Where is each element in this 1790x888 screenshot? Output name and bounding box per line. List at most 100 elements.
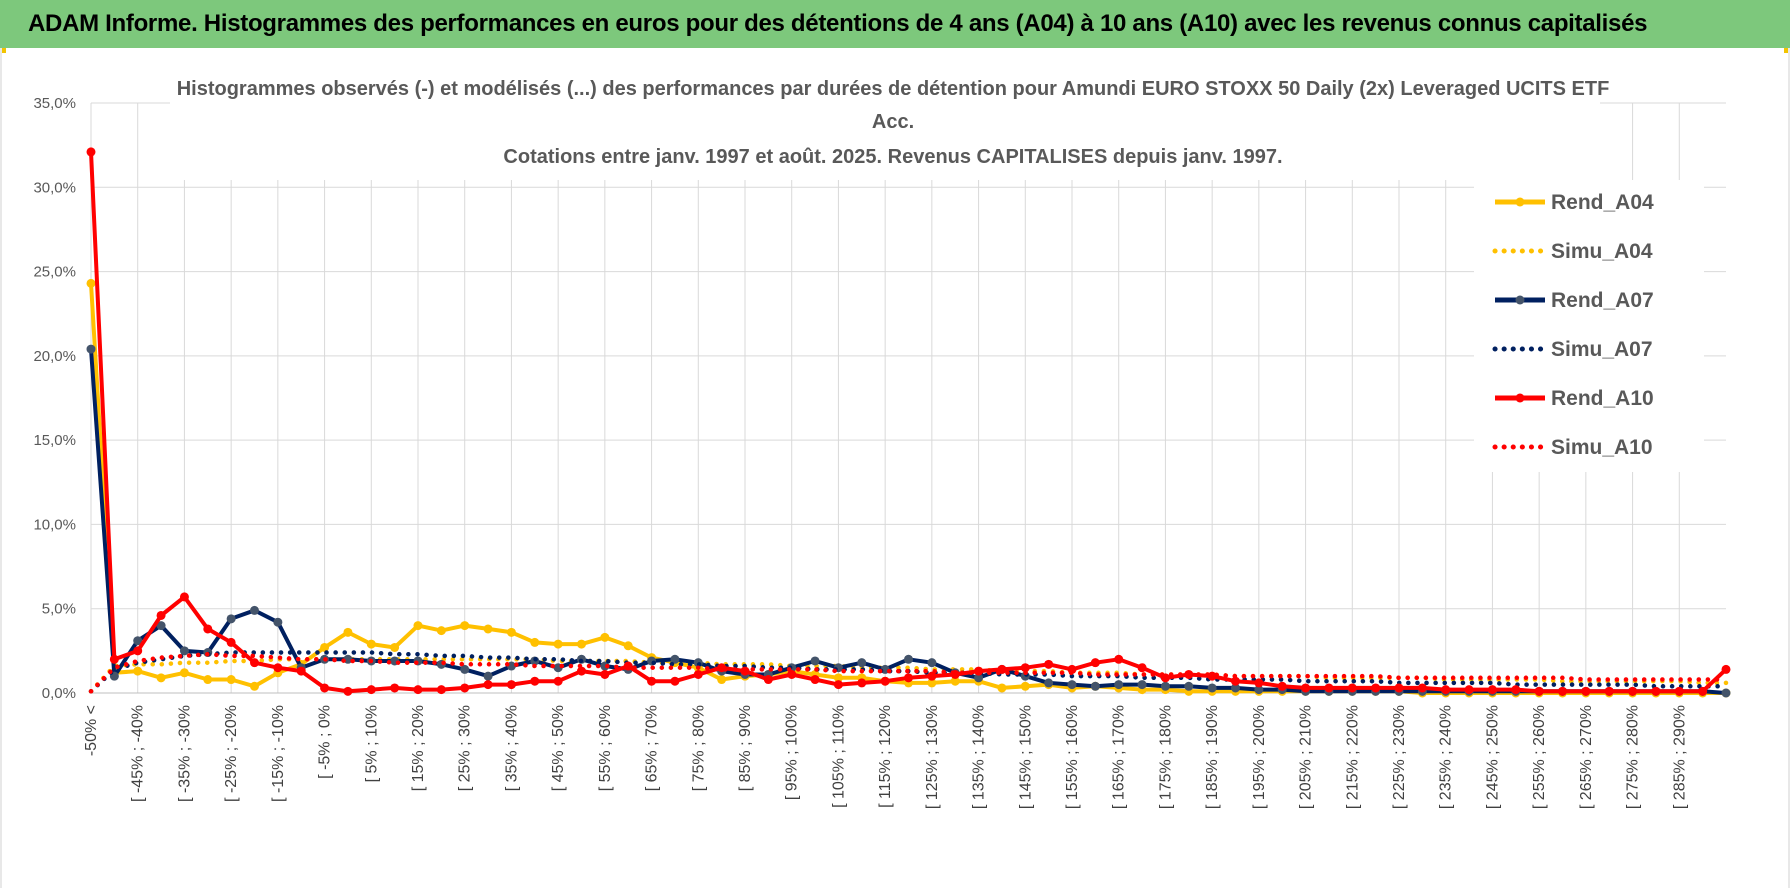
- data-point: [366, 685, 376, 695]
- data-point: [483, 624, 493, 634]
- data-point: [343, 627, 353, 637]
- data-point: [460, 621, 470, 631]
- data-point: [1721, 664, 1731, 674]
- data-point: [1067, 680, 1077, 690]
- data-point: [506, 627, 516, 637]
- data-point: [320, 642, 330, 652]
- x-tick-label: [ 15% ; 20%: [410, 705, 427, 791]
- data-point: [1044, 678, 1054, 688]
- data-point: [273, 617, 283, 627]
- data-point: [1137, 680, 1147, 690]
- data-point: [1417, 683, 1427, 693]
- data-point: [904, 673, 913, 683]
- legend-marker: [1515, 295, 1525, 305]
- legend-entry: Simu_A10: [1492, 436, 1653, 459]
- x-tick-label: [ 55% ; 60%: [597, 705, 614, 791]
- data-point: [577, 639, 586, 649]
- corner-mark: [1784, 48, 1790, 53]
- data-point: [413, 621, 423, 631]
- data-point: [226, 637, 236, 647]
- series-simu-a10: [88, 651, 1729, 694]
- data-point: [1721, 688, 1731, 698]
- data-point: [1184, 681, 1194, 691]
- x-tick-label: [ 225% ; 230%: [1391, 705, 1408, 809]
- x-tick-label: [ -5% ; 0%: [317, 705, 334, 779]
- data-point: [1628, 686, 1638, 696]
- x-tick-label: [ 115% ; 120%: [877, 705, 894, 808]
- data-point: [553, 639, 563, 649]
- data-point: [530, 637, 540, 647]
- x-tick-label: [ 45% ; 50%: [550, 705, 567, 791]
- data-point: [1277, 681, 1287, 691]
- data-point: [156, 673, 166, 683]
- legend-entry: Rend_A10: [1495, 387, 1654, 410]
- x-tick-label: [ 65% ; 70%: [644, 705, 661, 791]
- data-point: [390, 642, 400, 652]
- x-tick-label: [ 125% ; 130%: [924, 705, 941, 809]
- data-point: [950, 676, 960, 686]
- data-point: [109, 654, 119, 664]
- data-point: [997, 683, 1007, 693]
- data-point: [1324, 683, 1334, 693]
- x-tick-label: [ 275% ; 280%: [1625, 705, 1642, 809]
- data-point: [810, 675, 820, 685]
- chart-title-background: [170, 60, 1600, 180]
- data-point: [1254, 678, 1264, 688]
- data-point: [436, 626, 446, 636]
- data-point: [1207, 671, 1217, 681]
- corner-mark: [0, 48, 6, 53]
- chart-title-line-2: Acc.: [872, 111, 914, 133]
- data-point: [1090, 681, 1100, 691]
- data-point: [1207, 683, 1217, 693]
- x-tick-label: [ 205% ; 210%: [1298, 705, 1315, 809]
- x-tick-label: [ 235% ; 240%: [1438, 705, 1455, 809]
- data-point: [343, 686, 353, 696]
- x-tick-label: [ 245% ; 250%: [1484, 705, 1501, 809]
- data-point: [1581, 686, 1591, 696]
- data-point: [133, 666, 143, 676]
- data-point: [1254, 685, 1264, 695]
- data-point: [226, 614, 236, 624]
- x-tick-label: [ 95% ; 100%: [784, 705, 801, 800]
- legend-label: Rend_A04: [1551, 191, 1654, 214]
- data-point: [250, 658, 259, 668]
- x-tick-label: [ 285% ; 290%: [1671, 705, 1688, 809]
- data-point: [506, 680, 516, 690]
- y-tick-label: 35,0%: [33, 95, 76, 112]
- data-point: [530, 676, 540, 686]
- data-point: [1114, 654, 1124, 664]
- chart-title-line-3: Cotations entre janv. 1997 et août. 2025…: [503, 146, 1282, 168]
- y-axis-ticks: 0,0% 5,0% 10,0% 15,0% 20,0% 25,0% 30,0% 35,0%: [33, 95, 76, 702]
- data-point: [133, 646, 143, 656]
- y-tick-label: 15,0%: [33, 432, 76, 449]
- data-point: [600, 632, 610, 642]
- data-point: [1231, 676, 1240, 686]
- legend-marker: [1515, 197, 1525, 207]
- data-point: [179, 592, 189, 602]
- data-point: [693, 669, 703, 679]
- data-point: [483, 671, 493, 681]
- data-point: [927, 658, 937, 668]
- data-point: [857, 658, 867, 668]
- chart-title-line-1: Histogrammes observés (-) et modélisés (…: [177, 78, 1610, 100]
- data-point: [250, 681, 259, 691]
- data-point: [833, 680, 843, 690]
- data-point: [1231, 683, 1240, 693]
- data-point: [250, 605, 259, 615]
- data-point: [833, 673, 843, 683]
- chart-frame: [0, 48, 1790, 888]
- data-point: [1441, 685, 1451, 695]
- data-point: [1534, 686, 1544, 696]
- x-tick-label: [ -15% ; -10%: [270, 705, 287, 802]
- y-tick-label: 10,0%: [33, 516, 76, 533]
- data-point: [1698, 686, 1708, 696]
- data-point: [86, 147, 96, 157]
- data-point: [670, 676, 680, 686]
- data-point: [366, 639, 376, 649]
- data-point: [296, 666, 306, 676]
- data-point: [1301, 683, 1311, 693]
- data-point: [670, 654, 680, 664]
- x-tick-label: [ 5% ; 10%: [363, 705, 380, 782]
- data-point: [1090, 658, 1100, 668]
